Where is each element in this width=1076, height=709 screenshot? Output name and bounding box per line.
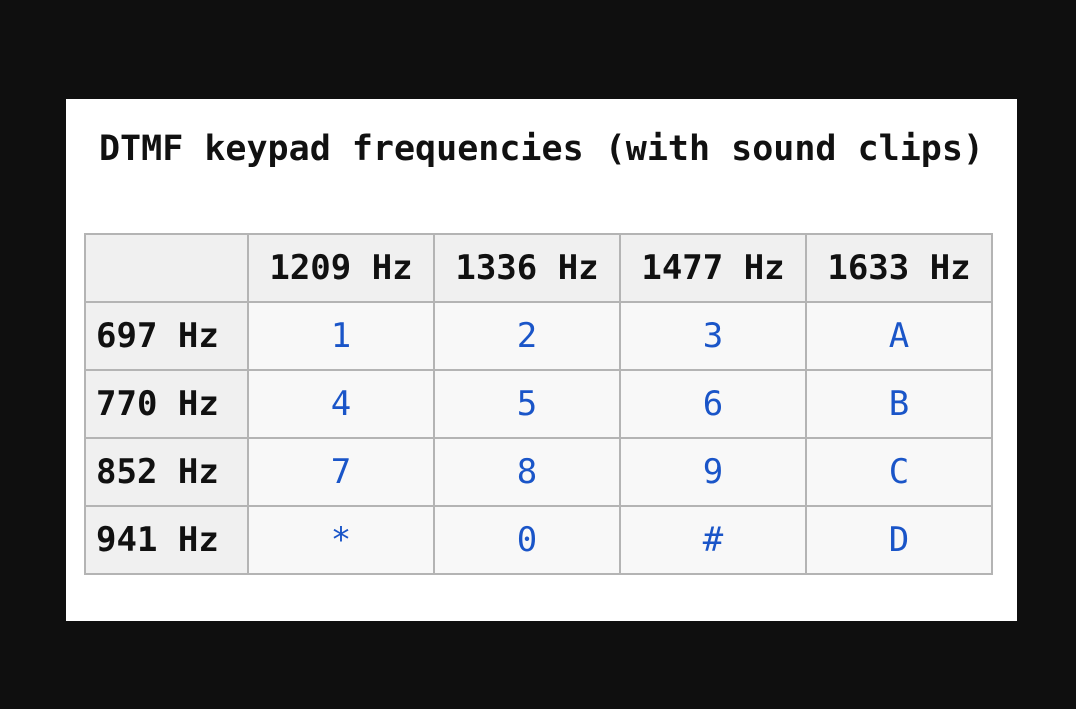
column-header: 1633 Hz [805,233,993,303]
key-link[interactable]: 8 [433,437,621,507]
key-link[interactable]: 7 [247,437,435,507]
key-link[interactable]: 4 [247,369,435,439]
key-link[interactable]: C [805,437,993,507]
table-row: 852 Hz 7 8 9 C [84,437,993,507]
row-header: 770 Hz [84,369,249,439]
key-link[interactable]: 9 [619,437,807,507]
key-link[interactable]: 5 [433,369,621,439]
column-header: 1209 Hz [247,233,435,303]
column-header: 1336 Hz [433,233,621,303]
key-link[interactable]: 1 [247,301,435,371]
key-link[interactable]: A [805,301,993,371]
table-row: 770 Hz 4 5 6 B [84,369,993,439]
key-link[interactable]: # [619,505,807,575]
table-caption: DTMF keypad frequencies (with sound clip… [98,129,984,169]
dtmf-table: 1209 Hz 1336 Hz 1477 Hz 1633 Hz 697 Hz 1… [84,233,993,575]
table-row: 697 Hz 1 2 3 A [84,301,993,371]
key-link[interactable]: 2 [433,301,621,371]
row-header: 852 Hz [84,437,249,507]
table-panel: DTMF keypad frequencies (with sound clip… [66,99,1017,621]
key-link[interactable]: 0 [433,505,621,575]
header-row: 1209 Hz 1336 Hz 1477 Hz 1633 Hz [84,233,993,303]
key-link[interactable]: 3 [619,301,807,371]
table-row: 941 Hz * 0 # D [84,505,993,575]
key-link[interactable]: B [805,369,993,439]
key-link[interactable]: * [247,505,435,575]
row-header: 697 Hz [84,301,249,371]
corner-cell [84,233,249,303]
key-link[interactable]: 6 [619,369,807,439]
row-header: 941 Hz [84,505,249,575]
key-link[interactable]: D [805,505,993,575]
column-header: 1477 Hz [619,233,807,303]
